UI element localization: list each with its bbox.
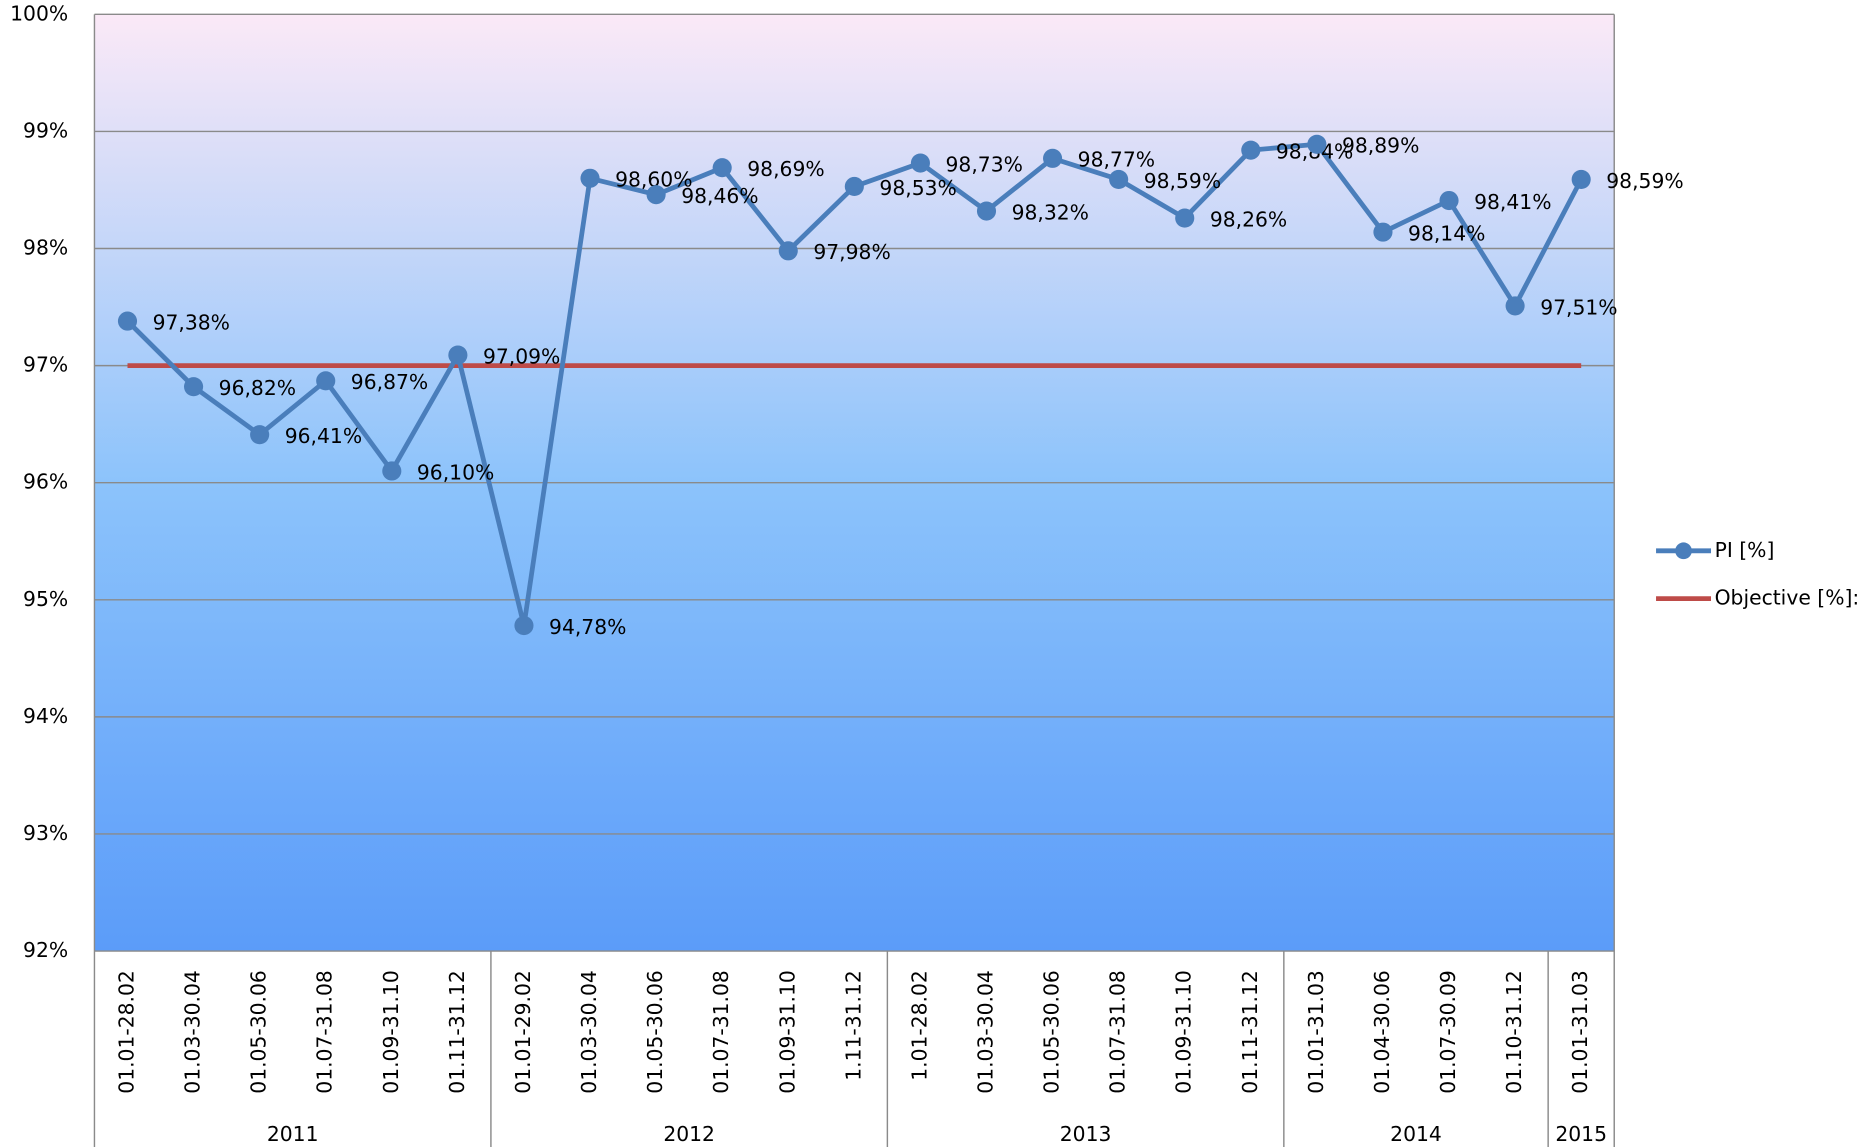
x-tick-label: 01.07-31.08: [313, 970, 337, 1094]
x-tick-label: 01.05-30.06: [1040, 970, 1064, 1094]
data-label: 97,38%: [153, 311, 230, 335]
data-label: 98,59%: [1144, 169, 1221, 193]
data-point: [250, 425, 270, 445]
y-tick-label: 100%: [10, 1, 68, 25]
data-label: 96,82%: [219, 376, 296, 400]
x-tick-label: 01.01-28.02: [114, 970, 138, 1094]
x-tick-label: 01.07-31.08: [709, 970, 733, 1094]
data-point: [712, 158, 732, 178]
y-tick-label: 96%: [23, 470, 68, 494]
data-point: [844, 176, 864, 197]
data-label: 98,53%: [879, 176, 956, 200]
legend-label: Objective [%]:: [1715, 586, 1860, 610]
y-tick-label: 99%: [23, 118, 68, 142]
group-label: 2013: [1060, 1122, 1112, 1146]
data-label: 97,09%: [483, 344, 560, 368]
x-tick-label: 01.03-30.04: [181, 970, 205, 1094]
x-tick-label: 01.03-30.04: [577, 970, 601, 1094]
data-point: [1439, 190, 1459, 211]
data-point: [1043, 148, 1063, 168]
y-tick-label: 95%: [23, 587, 68, 611]
group-label: 2011: [267, 1122, 319, 1146]
x-tick-label: 01.01-29.02: [511, 970, 535, 1094]
x-tick-label: 01.01-31.03: [1568, 970, 1592, 1094]
y-tick-label: 92%: [23, 938, 68, 962]
x-tick-label: 01.10-31.12: [1502, 970, 1526, 1094]
x-tick-label: 01.07-30.09: [1436, 970, 1460, 1094]
data-label: 98,14%: [1408, 222, 1485, 246]
data-point: [580, 168, 600, 188]
x-tick-label: 1.01-28.02: [907, 970, 931, 1081]
data-point: [976, 201, 997, 221]
x-tick-label: 01.09-31.10: [379, 970, 403, 1094]
x-tick-label: 01.03-30.04: [973, 970, 997, 1094]
data-point: [1241, 140, 1261, 160]
y-tick-label: 93%: [23, 821, 68, 845]
x-tick-label: 01.07-31.08: [1106, 970, 1130, 1094]
data-label: 98,46%: [681, 184, 758, 208]
x-tick-label: 01.09-31.10: [775, 970, 799, 1094]
data-label: 98,73%: [946, 152, 1023, 176]
y-tick-label: 98%: [23, 236, 68, 260]
data-label: 97,98%: [813, 240, 890, 264]
data-point: [382, 461, 402, 481]
data-point: [1109, 169, 1129, 189]
data-label: 98,69%: [747, 157, 824, 181]
x-tick-label: 01.11-31.12: [445, 970, 469, 1094]
data-point: [1175, 208, 1195, 228]
data-point: [1373, 222, 1393, 242]
data-label: 94,78%: [549, 615, 626, 639]
data-point: [1307, 134, 1327, 154]
legend-marker: [1675, 542, 1692, 560]
x-tick-label: 01.09-31.10: [1172, 970, 1196, 1094]
data-label: 98,59%: [1606, 169, 1683, 193]
data-label: 96,41%: [285, 424, 362, 448]
data-label: 98,89%: [1342, 134, 1419, 158]
data-point: [316, 371, 336, 391]
group-label: 2015: [1555, 1122, 1607, 1146]
y-tick-label: 97%: [23, 353, 68, 377]
data-point: [448, 345, 468, 365]
data-label: 98,41%: [1474, 190, 1551, 214]
group-label: 2014: [1390, 1122, 1442, 1146]
x-tick-label: 01.05-30.06: [643, 970, 667, 1094]
data-point: [514, 615, 534, 636]
data-point: [778, 241, 798, 261]
data-label: 97,51%: [1540, 295, 1617, 319]
x-tick-label: 01.11-31.12: [1238, 970, 1262, 1094]
data-point: [646, 185, 666, 205]
data-label: 96,87%: [351, 370, 428, 394]
data-point: [184, 377, 204, 397]
legend-label: PI [%]: [1715, 538, 1775, 562]
group-label: 2012: [663, 1122, 715, 1146]
data-label: 98,77%: [1078, 148, 1155, 172]
data-label: 96,10%: [417, 460, 494, 484]
x-tick-label: 01.05-30.06: [247, 970, 271, 1094]
y-tick-label: 94%: [23, 704, 68, 728]
data-point: [1505, 296, 1525, 316]
x-tick-label: 01.01-31.03: [1304, 970, 1328, 1094]
x-tick-label: 1.11-31.12: [841, 970, 865, 1081]
data-label: 98,32%: [1012, 200, 1089, 224]
x-tick-label: 01.04-30.06: [1370, 970, 1394, 1094]
data-point: [910, 153, 930, 173]
data-point: [117, 311, 138, 331]
data-label: 98,26%: [1210, 207, 1287, 231]
data-point: [1571, 169, 1591, 189]
